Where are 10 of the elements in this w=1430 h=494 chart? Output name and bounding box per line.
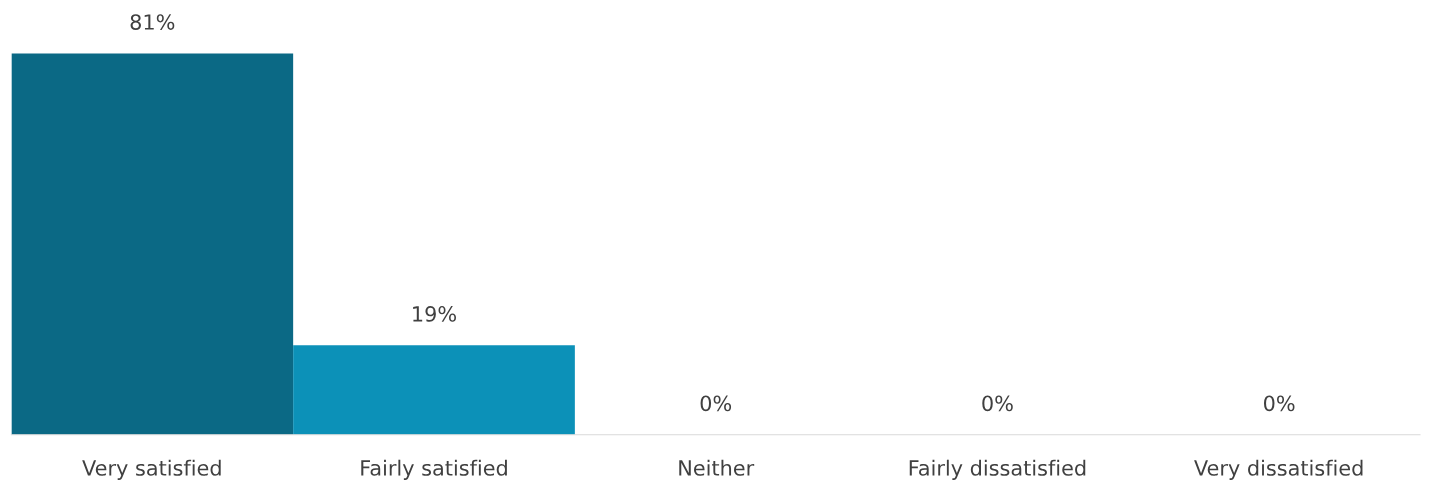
data-label: 19% <box>413 306 457 322</box>
x-tick-label: Fairly satisfied <box>361 459 507 480</box>
x-tick-label: Fairly dissatisfied <box>909 459 1086 480</box>
x-tick-label: Neither <box>679 459 755 476</box>
data-label: 0% <box>1263 395 1295 412</box>
x-tick-label: Very dissatisfied <box>1194 459 1363 480</box>
data-label: 0% <box>700 395 732 412</box>
data-label: 0% <box>982 395 1013 412</box>
data-label: 81% <box>130 14 175 30</box>
x-tick-label: Very satisfied <box>82 459 221 480</box>
